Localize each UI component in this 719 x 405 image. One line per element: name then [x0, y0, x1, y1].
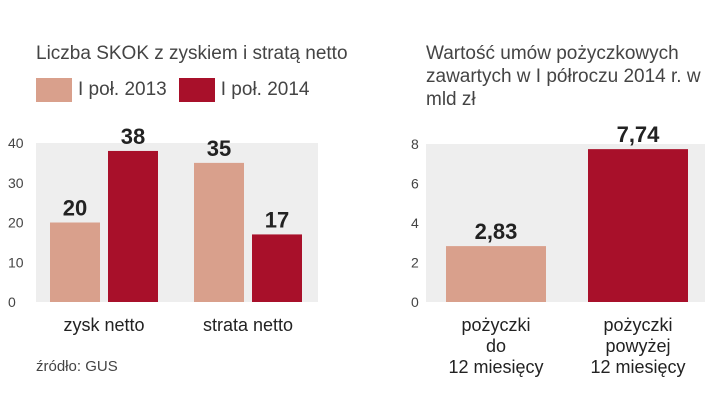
left-bar [108, 150, 158, 302]
legend-label-2013: I poł. 2013 [78, 79, 167, 100]
right-chart-title: Wartość umów pożyczkowych zawartych w I … [426, 43, 701, 110]
left-bar-value-label: 38 [121, 124, 145, 149]
right-bar-value-label: 2,83 [475, 219, 518, 244]
left-bar [50, 222, 100, 302]
right-bar [588, 149, 688, 302]
right-y-tick-label: 0 [411, 294, 419, 310]
right-y-tick-label: 4 [411, 215, 419, 231]
right-bar-value-label: 7,74 [617, 122, 661, 147]
left-y-tick-label: 10 [8, 254, 24, 270]
left-chart-legend: I poł. 2013 I poł. 2014 [36, 78, 322, 102]
legend-label-2014: I poł. 2014 [220, 79, 310, 100]
left-y-tick-label: 30 [8, 175, 24, 191]
right-category-label: pożyczki [461, 315, 530, 335]
left-chart: 0 10 20 30 40 20 35 38 17 zysk netto strata netto [8, 124, 318, 335]
left-chart-title: Liczba SKOK z zyskiem i stratą netto [36, 43, 348, 64]
left-bar [252, 234, 302, 302]
legend-swatch-2013 [36, 78, 72, 102]
right-category-label: pożyczki [603, 315, 672, 335]
source-note: źródło: GUS [36, 358, 118, 375]
left-bar-value-label: 20 [63, 196, 87, 221]
left-y-tick-label: 40 [8, 135, 24, 151]
right-category-label: 12 miesięcy [448, 357, 543, 377]
right-bar [446, 246, 546, 302]
right-y-tick-label: 8 [411, 136, 419, 152]
left-bar [194, 162, 244, 302]
left-y-tick-label: 20 [8, 215, 24, 231]
legend-item-2014: I poł. 2014 [178, 78, 310, 102]
left-bar-value-label: 35 [207, 136, 231, 161]
left-y-tick-label: 0 [8, 294, 16, 310]
right-y-tick-label: 2 [411, 255, 419, 271]
left-category-label: zysk netto [63, 315, 144, 335]
left-category-label: strata netto [203, 315, 293, 335]
left-bar-value-label: 17 [265, 207, 289, 232]
right-category-label: powyżej [605, 336, 670, 356]
right-y-tick-label: 6 [411, 176, 419, 192]
legend-item-2013: I poł. 2013 [36, 78, 167, 102]
right-category-label: do [486, 336, 506, 356]
right-category-label: 12 miesięcy [590, 357, 685, 377]
legend-swatch-2014 [178, 78, 215, 102]
